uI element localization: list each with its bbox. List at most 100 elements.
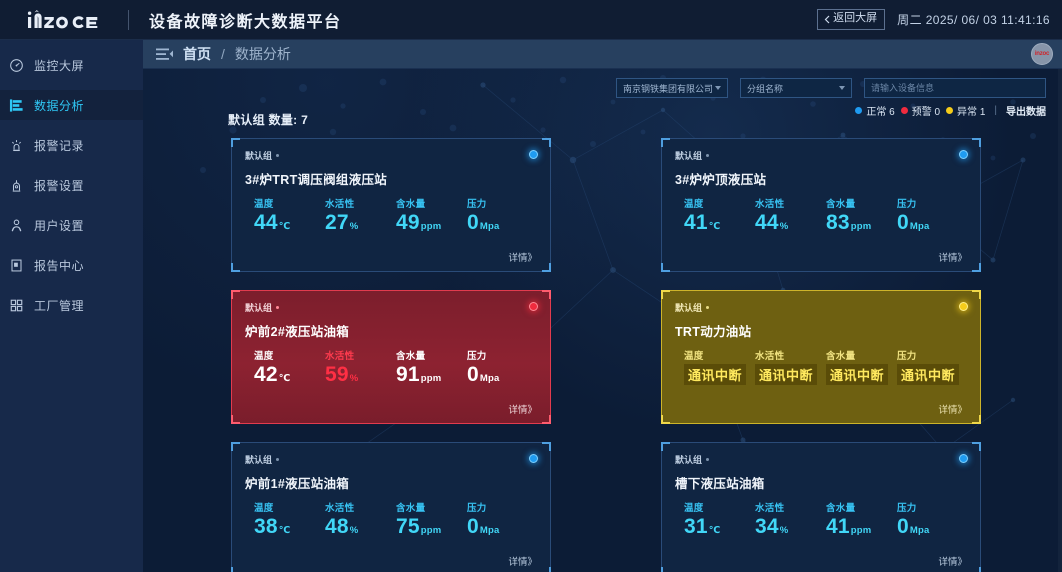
- metric-number: 91: [396, 363, 420, 386]
- metric-number: 27: [325, 211, 349, 234]
- breadcrumb-separator: /: [221, 46, 225, 62]
- avatar-label: inzoc: [1034, 51, 1050, 57]
- metric-unit: ℃: [278, 373, 291, 384]
- device-card[interactable]: 默认组 TRT动力油站 温度 通讯中断 水活性 通讯中断 含水量 通讯中断 压力 通讯中断 详情》: [661, 290, 981, 424]
- device-card[interactable]: 默认组 炉前1#液压站油箱 温度 38℃ 水活性 48% 含水量 75ppm 压力 0Mpa 详情》: [231, 442, 551, 572]
- factory-grid-icon: [9, 298, 24, 313]
- search-input[interactable]: [871, 83, 1039, 93]
- metric: 压力 0Mpa: [467, 500, 538, 538]
- metric-value: 44%: [755, 211, 826, 234]
- card-detail-link[interactable]: 详情》: [938, 405, 967, 416]
- metric-value: 0Mpa: [467, 211, 538, 234]
- metric-label: 含水量: [826, 199, 856, 210]
- card-group-tag: 默认组: [675, 453, 967, 466]
- device-card[interactable]: 默认组 3#炉炉顶液压站 温度 41℃ 水活性 44% 含水量 83ppm 压力 0Mpa 详情》: [661, 138, 981, 272]
- metric-unit: Mpa: [479, 373, 500, 384]
- metric-value: 27%: [325, 211, 396, 234]
- card-detail-link[interactable]: 详情》: [508, 557, 537, 568]
- metric: 温度 44℃: [254, 196, 325, 234]
- metric: 含水量 通讯中断: [826, 348, 897, 385]
- metric-label: 温度: [254, 351, 274, 362]
- metric: 压力 0Mpa: [897, 196, 968, 234]
- metric-number: 0: [467, 363, 479, 386]
- card-corner-accent: [542, 567, 551, 572]
- metric: 水活性 27%: [325, 196, 396, 234]
- metric: 含水量 91ppm: [396, 348, 467, 386]
- brand-logo: [26, 9, 100, 30]
- scrollbar-track[interactable]: [1058, 69, 1062, 572]
- metric-unit: %: [349, 221, 359, 232]
- metric-number: 49: [396, 211, 420, 234]
- breadcrumb-home[interactable]: 首页: [183, 46, 211, 62]
- legend-warning-label: 预警 0: [911, 107, 941, 118]
- metric-value: 44℃: [254, 211, 325, 234]
- card-detail-link[interactable]: 详情》: [508, 405, 537, 416]
- company-select[interactable]: 南京钢铁集团有限公司: [616, 78, 728, 98]
- metric: 水活性 通讯中断: [755, 348, 826, 385]
- metric-number: 34: [755, 515, 779, 538]
- metric-value: 0Mpa: [897, 515, 968, 538]
- card-group-label: 默认组: [245, 303, 273, 313]
- device-search-box[interactable]: [864, 78, 1046, 98]
- sidebar-item-factory-management[interactable]: 工厂管理: [0, 290, 143, 320]
- metric: 水活性 48%: [325, 500, 396, 538]
- card-corner-accent: [661, 415, 670, 424]
- metric-unit: Mpa: [479, 221, 500, 232]
- export-data-button[interactable]: 导出数据: [1006, 107, 1046, 118]
- metric-unit: ppm: [420, 221, 442, 232]
- sidebar-item-alarm-settings[interactable]: 报警设置: [0, 170, 143, 200]
- metric-label: 含水量: [396, 503, 426, 514]
- card-group-tag: 默认组: [675, 301, 967, 314]
- back-to-dashboard-button[interactable]: 返回大屏: [817, 9, 886, 30]
- card-corner-accent: [542, 442, 551, 451]
- card-group-label: 默认组: [245, 455, 273, 465]
- metric: 温度 31℃: [684, 500, 755, 538]
- metric-number: 75: [396, 515, 420, 538]
- device-name: 3#炉TRT调压阀组液压站: [245, 173, 388, 187]
- status-led-icon: [529, 454, 538, 463]
- nav-spacer: [0, 120, 143, 130]
- metric: 含水量 83ppm: [826, 196, 897, 234]
- metric-value: 41℃: [684, 211, 755, 234]
- metric-label: 水活性: [325, 199, 355, 210]
- metric-text-value: 通讯中断: [755, 364, 818, 385]
- card-corner-accent: [661, 263, 670, 272]
- metric-label: 水活性: [325, 503, 355, 514]
- card-detail-link[interactable]: 详情》: [938, 557, 967, 568]
- device-card[interactable]: 默认组 炉前2#液压站油箱 温度 42℃ 水活性 59% 含水量 91ppm 压力 0Mpa 详情》: [231, 290, 551, 424]
- metric-text-value: 通讯中断: [826, 364, 889, 385]
- sidebar-item-data-analysis[interactable]: 数据分析: [0, 90, 143, 120]
- sidebar-item-alarm-records[interactable]: 报警记录: [0, 130, 143, 160]
- sidebar-item-user-settings[interactable]: 用户设置: [0, 210, 143, 240]
- card-group-tag: 默认组: [245, 301, 537, 314]
- metric-value: 41ppm: [826, 515, 897, 538]
- metric-value: 59%: [325, 363, 396, 386]
- metric-label: 水活性: [755, 503, 785, 514]
- legend-divider: |: [994, 105, 997, 116]
- group-select[interactable]: 分组名称: [740, 78, 852, 98]
- metric-number: 59: [325, 363, 349, 386]
- metric-label: 压力: [467, 199, 487, 210]
- metric-number: 42: [254, 363, 278, 386]
- device-card[interactable]: 默认组 槽下液压站油箱 温度 31℃ 水活性 34% 含水量 41ppm 压力 0Mpa 详情》: [661, 442, 981, 572]
- sidebar-item-monitoring-dashboard[interactable]: 监控大屏: [0, 50, 143, 80]
- card-group-label: 默认组: [675, 151, 703, 161]
- metric: 压力 0Mpa: [897, 500, 968, 538]
- metric-text-value: 通讯中断: [897, 364, 960, 385]
- device-card[interactable]: 默认组 3#炉TRT调压阀组液压站 温度 44℃ 水活性 27% 含水量 49ppm 压力 0Mp…: [231, 138, 551, 272]
- card-group-label: 默认组: [675, 303, 703, 313]
- menu-collapse-icon[interactable]: [156, 48, 173, 61]
- card-detail-link[interactable]: 详情》: [938, 253, 967, 264]
- brand-divider: [128, 9, 129, 30]
- sidebar-item-label: 监控大屏: [34, 58, 85, 73]
- card-group-label: 默认组: [675, 455, 703, 465]
- avatar[interactable]: inzoc: [1031, 43, 1053, 65]
- card-corner-accent: [231, 290, 240, 299]
- metric-value: 38℃: [254, 515, 325, 538]
- metric-number: 0: [467, 515, 479, 538]
- metric: 含水量 41ppm: [826, 500, 897, 538]
- card-detail-link[interactable]: 详情》: [508, 253, 537, 264]
- sidebar-item-report-center[interactable]: 报告中心: [0, 250, 143, 280]
- breadcrumb-current: 数据分析: [234, 46, 291, 62]
